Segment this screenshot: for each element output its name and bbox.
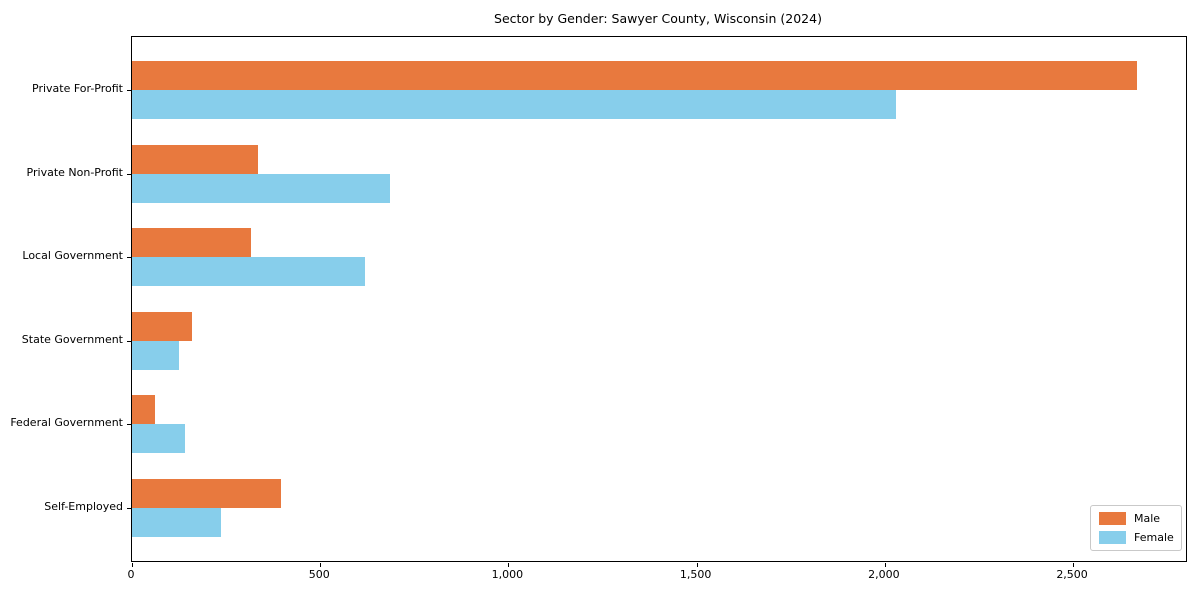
chart-title: Sector by Gender: Sawyer County, Wiscons… xyxy=(494,11,822,26)
bar-male-local-government xyxy=(132,228,251,258)
bar-female-private-non-profit xyxy=(132,173,390,203)
y-axis-tick xyxy=(127,340,131,342)
plot-area xyxy=(127,36,1187,567)
x-axis-tick xyxy=(508,563,510,567)
y-axis-label-private-non-profit: Private Non-Profit xyxy=(26,165,123,179)
legend-row-male: Male xyxy=(1099,512,1173,525)
x-axis-label-500: 500 xyxy=(308,568,330,581)
x-axis-tick xyxy=(132,563,133,567)
bar-male-private-for-profit xyxy=(132,61,1138,90)
x-axis-tick xyxy=(320,563,322,567)
y-axis-tick xyxy=(127,173,131,175)
y-axis-label-federal-government: Federal Government xyxy=(10,416,123,430)
bar-male-state-government xyxy=(132,311,193,341)
legend-row-female: Female xyxy=(1099,531,1174,544)
x-axis-label-2-000: 2,000 xyxy=(868,568,900,581)
bar-female-self-employed xyxy=(132,508,221,537)
x-axis-label-0: 0 xyxy=(127,568,135,581)
y-axis-label-self-employed: Self-Employed xyxy=(44,500,123,513)
legend-label-male: Male xyxy=(1134,512,1161,525)
x-axis-tick xyxy=(1073,563,1075,567)
y-axis-tick xyxy=(127,257,131,259)
y-axis-tick xyxy=(127,508,131,509)
x-axis-tick xyxy=(884,563,886,567)
legend-swatch-female xyxy=(1099,531,1126,544)
bar-female-local-government xyxy=(132,257,366,287)
bar-female-private-for-profit xyxy=(132,90,897,119)
x-axis-label-1-500: 1,500 xyxy=(679,568,712,581)
legend: Male Female xyxy=(1090,505,1182,551)
x-axis-label-1-000: 1,000 xyxy=(491,568,524,581)
legend-label-female: Female xyxy=(1134,531,1174,544)
y-axis-label-local-government: Local Government xyxy=(22,249,123,263)
bar-male-private-non-profit xyxy=(132,144,259,174)
y-axis-tick xyxy=(127,424,131,426)
x-axis-label-2-500: 2,500 xyxy=(1056,568,1088,581)
bar-female-federal-government xyxy=(132,424,185,454)
y-axis-label-private-for-profit: Private For-Profit xyxy=(32,82,123,95)
y-axis-label-state-government: State Government xyxy=(21,332,123,346)
y-axis-tick xyxy=(127,90,131,91)
x-axis-tick xyxy=(696,563,698,567)
bar-female-state-government xyxy=(132,340,180,370)
legend-swatch-male xyxy=(1099,512,1126,525)
bar-male-self-employed xyxy=(132,479,281,508)
bar-male-federal-government xyxy=(132,395,155,425)
